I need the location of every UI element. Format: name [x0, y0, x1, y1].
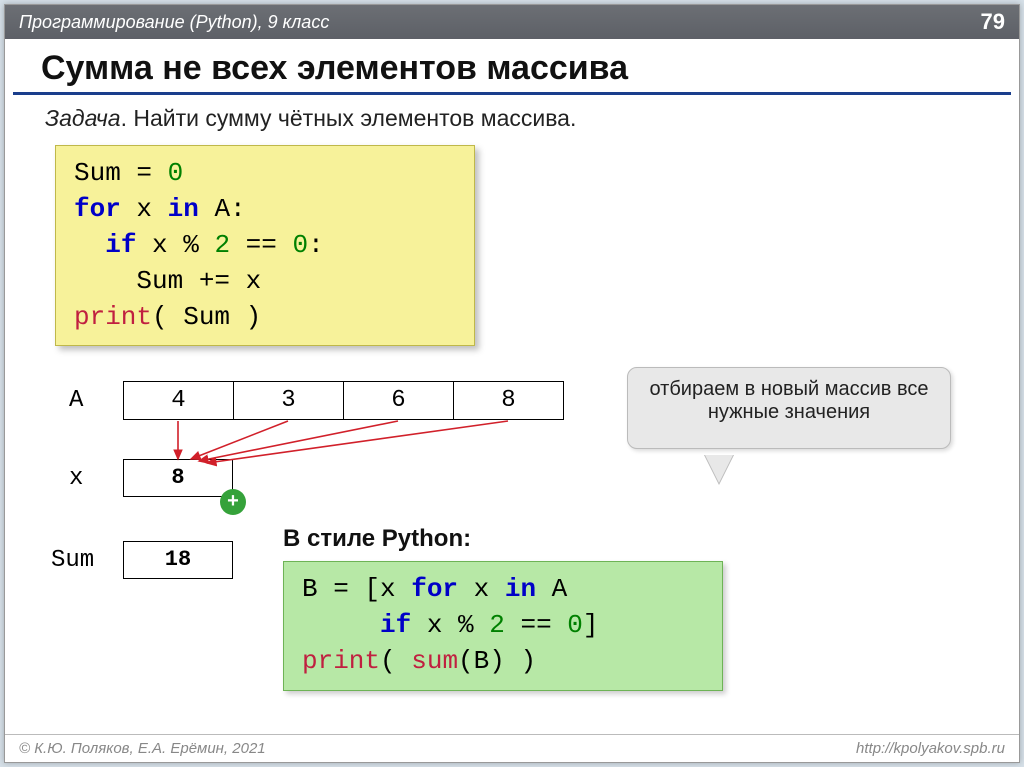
code-block-python: B = [x for x in A if x % 2 == 0] print( …: [283, 561, 723, 691]
x-value-box: 8: [123, 459, 233, 497]
footer-url: http://kpolyakov.spb.ru: [856, 740, 1005, 757]
callout-note: отбираем в новый массив все нужные значе…: [627, 367, 951, 449]
callout-tail: [705, 455, 733, 483]
array-cell: 3: [234, 382, 344, 420]
array-cell: 6: [344, 382, 454, 420]
python-style-label: В стиле Python:: [283, 525, 471, 553]
course-title: Программирование (Python), 9 класс: [19, 12, 329, 33]
sum-value-box: 18: [123, 541, 233, 579]
page-title: Сумма не всех элементов массива: [13, 39, 1011, 95]
page-number: 79: [981, 9, 1005, 35]
task-label: Задача: [45, 105, 121, 131]
array-cell: 4: [124, 382, 234, 420]
code-block-main: Sum = 0 for x in A: if x % 2 == 0: Sum +…: [55, 145, 475, 346]
footer-copyright: © К.Ю. Поляков, Е.А. Ерёмин, 2021: [19, 740, 266, 757]
array-cell: 8: [454, 382, 564, 420]
sum-label: Sum: [51, 547, 94, 574]
array-label: A: [69, 387, 83, 414]
task-text: . Найти сумму чётных элементов массива.: [121, 105, 577, 131]
x-label: x: [69, 465, 83, 492]
task-statement: Задача. Найти сумму чётных элементов мас…: [5, 95, 1019, 146]
header: Программирование (Python), 9 класс 79: [5, 5, 1019, 39]
plus-icon: +: [220, 489, 246, 515]
footer: © К.Ю. Поляков, Е.А. Ерёмин, 2021 http:/…: [5, 734, 1019, 762]
array-table: 4368: [123, 381, 564, 420]
